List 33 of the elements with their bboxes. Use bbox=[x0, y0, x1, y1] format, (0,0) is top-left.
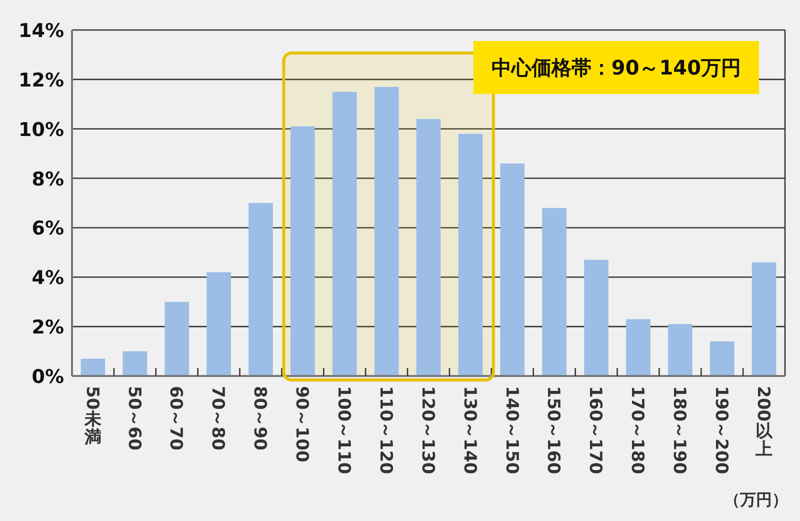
x-tick-label: 50未満 bbox=[82, 386, 102, 448]
y-tick-label: 6% bbox=[32, 218, 64, 240]
bar bbox=[416, 118, 441, 376]
x-axis-title: （万円） bbox=[724, 490, 788, 509]
bar bbox=[206, 272, 231, 376]
bar bbox=[248, 203, 273, 376]
y-tick-label: 4% bbox=[32, 267, 64, 290]
y-tick-label: 10% bbox=[18, 118, 64, 141]
y-tick-label: 0% bbox=[32, 366, 64, 388]
bar bbox=[668, 324, 692, 376]
band: 中心価格帯：90～140万円 bbox=[282, 41, 759, 382]
y-tick-label: 8% bbox=[32, 168, 64, 190]
bar bbox=[542, 208, 566, 376]
bar bbox=[374, 86, 399, 376]
bar bbox=[164, 302, 190, 376]
x-tick-label: 50～60 bbox=[124, 386, 144, 451]
bar bbox=[458, 134, 483, 376]
y-tick-label: 14% bbox=[18, 20, 64, 42]
bar bbox=[122, 351, 148, 376]
band-label: 中心価格帯：90～140万円 bbox=[491, 56, 742, 80]
x-tick-label: 70～80 bbox=[208, 386, 228, 451]
bar bbox=[332, 92, 357, 376]
x-tick-label: 60～70 bbox=[166, 386, 186, 451]
y-tick-label: 2% bbox=[32, 316, 64, 339]
bar bbox=[500, 163, 525, 376]
bar bbox=[710, 341, 734, 376]
bar bbox=[584, 260, 608, 376]
x-tick-label: 80～90 bbox=[250, 386, 270, 451]
bar bbox=[290, 126, 315, 376]
bar bbox=[626, 319, 650, 376]
bar bbox=[80, 358, 106, 376]
y-tick-label: 12% bbox=[18, 69, 64, 92]
bar bbox=[752, 262, 776, 376]
